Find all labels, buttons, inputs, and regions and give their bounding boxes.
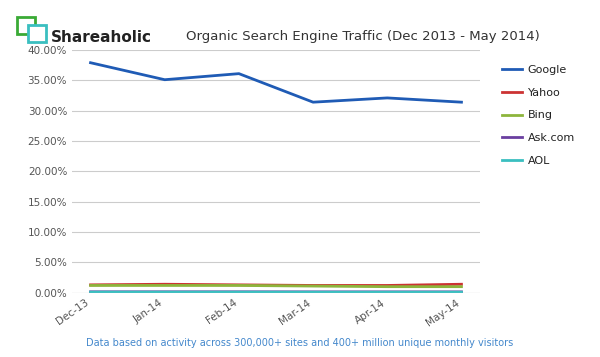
- FancyBboxPatch shape: [21, 21, 31, 30]
- Ask.com: [310, 290, 317, 294]
- Google: [235, 71, 242, 76]
- Legend: Google, Yahoo, Bing, Ask.com, AOL: Google, Yahoo, Bing, Ask.com, AOL: [498, 60, 580, 170]
- Google: [87, 61, 94, 65]
- Ask.com: [161, 290, 169, 294]
- Bing: [458, 285, 465, 289]
- Line: Bing: Bing: [91, 286, 461, 287]
- FancyBboxPatch shape: [32, 29, 43, 37]
- Ask.com: [235, 290, 242, 294]
- FancyBboxPatch shape: [17, 17, 35, 34]
- Yahoo: [310, 283, 317, 288]
- Ask.com: [383, 290, 391, 294]
- Text: Organic Search Engine Traffic (Dec 2013 - May 2014): Organic Search Engine Traffic (Dec 2013 …: [186, 30, 540, 43]
- Bing: [310, 284, 317, 288]
- Google: [310, 100, 317, 104]
- Bing: [161, 283, 169, 288]
- AOL: [87, 290, 94, 294]
- Bing: [87, 283, 94, 288]
- AOL: [458, 290, 465, 294]
- Ask.com: [87, 290, 94, 294]
- AOL: [383, 290, 391, 294]
- Text: Data based on activity across 300,000+ sites and 400+ million unique monthly vis: Data based on activity across 300,000+ s…: [86, 338, 514, 348]
- Yahoo: [235, 283, 242, 287]
- Line: Google: Google: [91, 63, 461, 102]
- Google: [458, 100, 465, 104]
- Line: Yahoo: Yahoo: [91, 284, 461, 286]
- Yahoo: [87, 283, 94, 287]
- Bing: [235, 283, 242, 288]
- AOL: [235, 290, 242, 294]
- Google: [161, 77, 169, 82]
- Bing: [383, 285, 391, 289]
- Yahoo: [161, 282, 169, 286]
- Ask.com: [458, 290, 465, 294]
- Yahoo: [458, 282, 465, 286]
- Text: Shareaholic: Shareaholic: [51, 30, 152, 45]
- AOL: [161, 290, 169, 294]
- FancyBboxPatch shape: [28, 25, 46, 42]
- Google: [383, 96, 391, 100]
- Yahoo: [383, 283, 391, 288]
- AOL: [310, 290, 317, 294]
